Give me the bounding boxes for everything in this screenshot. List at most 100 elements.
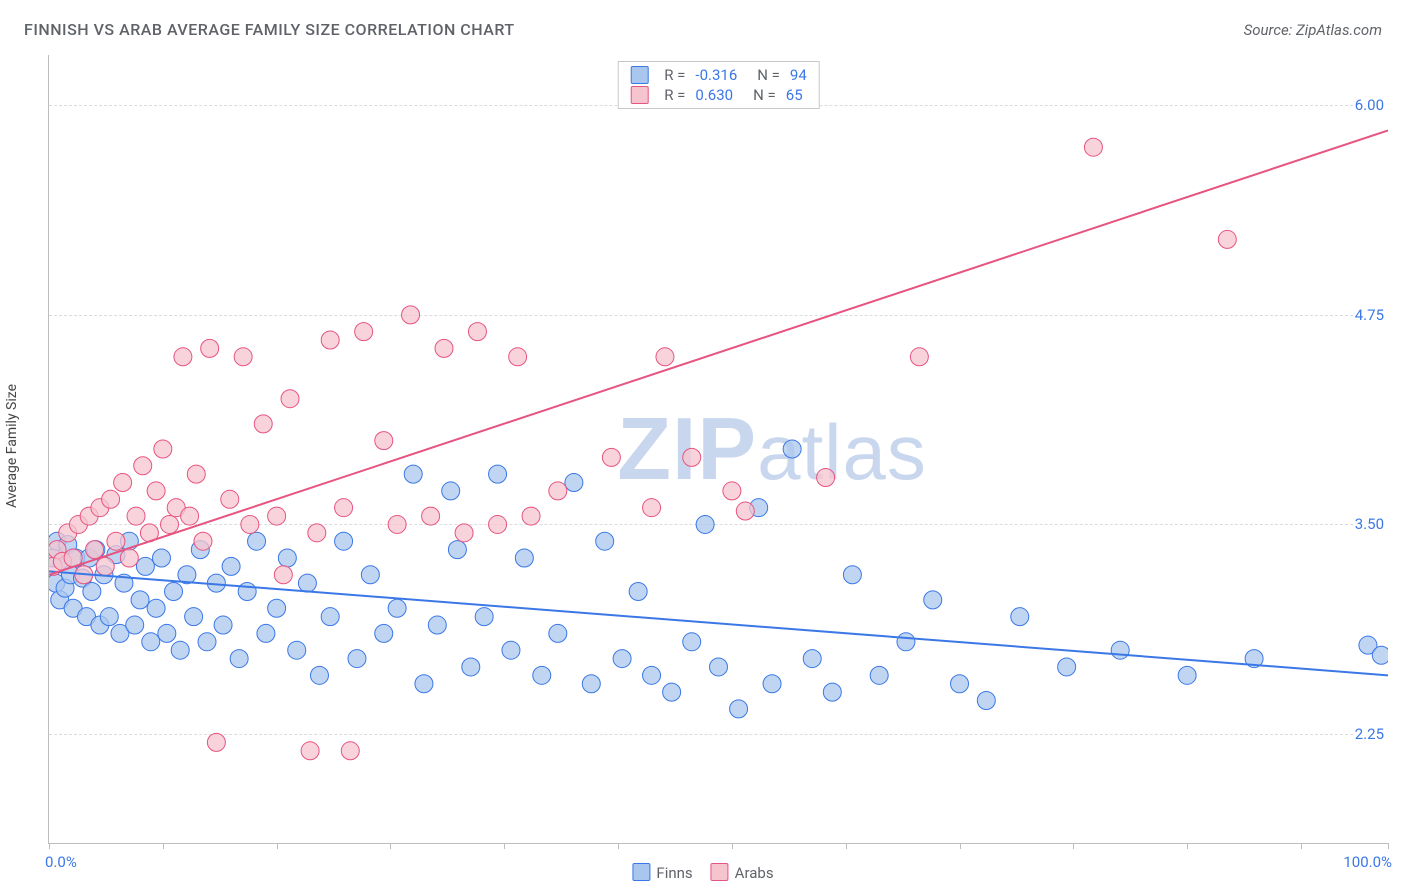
data-point [489,465,507,483]
scatter-svg [49,55,1388,843]
data-point [100,608,118,626]
data-point [402,306,420,324]
data-point [1218,230,1236,248]
data-point [238,583,256,601]
x-tick [277,843,278,849]
stats-row-arabs: R = 0.630 N = 65 [630,86,807,104]
data-point [515,549,533,567]
data-point [1111,641,1129,659]
data-point [803,650,821,668]
data-point [102,490,120,508]
x-axis-end-label: 100.0% [1343,853,1392,871]
data-point [83,583,101,601]
data-point [174,348,192,366]
data-point [194,532,212,550]
data-point [549,482,567,500]
data-point [736,502,754,520]
data-point [127,507,145,525]
data-point [126,616,144,634]
data-point [214,616,232,634]
data-point [147,599,165,617]
data-point [257,624,275,642]
stats-row-finns: R = -0.316 N = 94 [630,66,807,84]
legend-swatch-finns [632,863,650,881]
data-point [355,323,373,341]
data-point [910,348,928,366]
data-point [533,666,551,684]
data-point [222,557,240,575]
data-point [348,650,366,668]
data-point [783,440,801,458]
stats-n-label: N = [753,86,776,104]
stats-swatch-finns [630,66,648,84]
data-point [565,474,583,492]
data-point [817,469,835,487]
data-point [274,566,292,584]
data-point [629,583,647,601]
data-point [241,515,259,533]
data-point [422,507,440,525]
stats-r-value-arabs: 0.630 [695,86,733,104]
data-point [161,515,179,533]
data-point [142,633,160,651]
data-point [154,440,172,458]
data-point [468,323,486,341]
data-point [596,532,614,550]
data-point [234,348,252,366]
data-point [158,624,176,642]
stats-legend-box: R = -0.316 N = 94 R = 0.630 N = 65 [617,61,820,109]
data-point [171,641,189,659]
data-point [710,658,728,676]
data-point [502,641,520,659]
data-point [870,666,888,684]
data-point [428,616,446,634]
data-point [165,583,183,601]
plot-area: ZIPatlas R = -0.316 N = 94 R = 0.630 N =… [48,55,1388,844]
data-point [301,742,319,760]
stats-r-label: R = [664,86,685,104]
x-tick [618,843,619,849]
chart-title: FINNISH VS ARAB AVERAGE FAMILY SIZE CORR… [24,20,515,39]
data-point [1011,608,1029,626]
legend-item-finns: Finns [632,863,692,882]
data-point [448,541,466,559]
data-point [897,633,915,651]
data-point [763,675,781,693]
data-point [1058,658,1076,676]
data-point [489,515,507,533]
x-tick [1301,843,1302,849]
data-point [136,557,154,575]
series-legend: Finns Arabs [632,863,773,882]
legend-label-finns: Finns [656,864,692,882]
x-tick [1388,843,1389,849]
data-point [207,733,225,751]
data-point [361,566,379,584]
data-point [643,499,661,517]
data-point [321,331,339,349]
data-point [683,448,701,466]
data-point [823,683,841,701]
data-point [415,675,433,693]
stats-swatch-arabs [630,86,648,104]
legend-item-arabs: Arabs [711,863,774,882]
data-point [509,348,527,366]
data-point [198,633,216,651]
data-point [288,641,306,659]
data-point [268,599,286,617]
data-point [549,624,567,642]
data-point [96,557,114,575]
data-point [152,549,170,567]
stats-r-label: R = [664,66,685,84]
data-point [1372,646,1388,664]
stats-n-value-finns: 94 [790,66,807,84]
data-point [308,524,326,542]
data-point [1178,666,1196,684]
data-point [187,465,205,483]
data-point [663,683,681,701]
data-point [696,515,714,533]
data-point [335,532,353,550]
data-point [643,666,661,684]
data-point [924,591,942,609]
data-point [375,432,393,450]
legend-swatch-arabs [711,863,729,881]
